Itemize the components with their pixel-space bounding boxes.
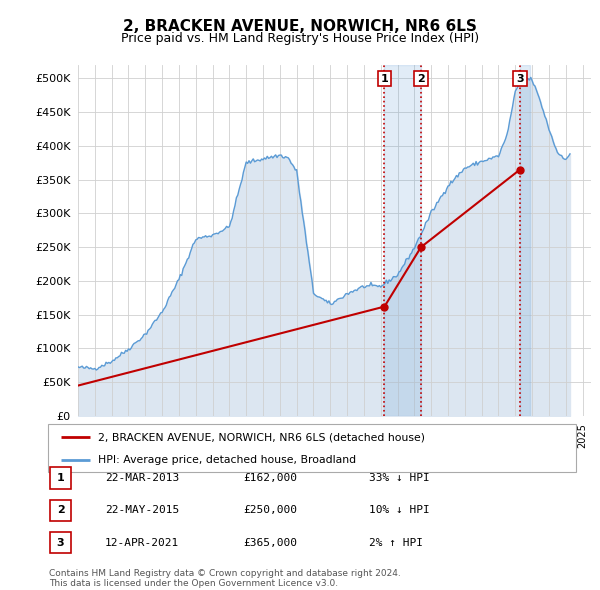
Text: 22-MAY-2015: 22-MAY-2015 (105, 506, 179, 515)
Text: 12-APR-2021: 12-APR-2021 (105, 538, 179, 548)
FancyBboxPatch shape (48, 424, 576, 472)
FancyBboxPatch shape (50, 532, 71, 553)
Text: 2: 2 (57, 506, 64, 515)
Text: HPI: Average price, detached house, Broadland: HPI: Average price, detached house, Broa… (98, 455, 356, 465)
Text: 2% ↑ HPI: 2% ↑ HPI (369, 538, 423, 548)
Text: Contains HM Land Registry data © Crown copyright and database right 2024.
This d: Contains HM Land Registry data © Crown c… (49, 569, 401, 588)
Text: 3: 3 (516, 74, 524, 84)
Text: £365,000: £365,000 (243, 538, 297, 548)
Text: 2, BRACKEN AVENUE, NORWICH, NR6 6LS: 2, BRACKEN AVENUE, NORWICH, NR6 6LS (123, 19, 477, 34)
Text: 2: 2 (417, 74, 425, 84)
Text: £162,000: £162,000 (243, 473, 297, 483)
Text: 33% ↓ HPI: 33% ↓ HPI (369, 473, 430, 483)
Text: 1: 1 (380, 74, 388, 84)
FancyBboxPatch shape (50, 467, 71, 489)
Text: 3: 3 (57, 538, 64, 548)
Text: £250,000: £250,000 (243, 506, 297, 515)
Text: 2, BRACKEN AVENUE, NORWICH, NR6 6LS (detached house): 2, BRACKEN AVENUE, NORWICH, NR6 6LS (det… (98, 432, 425, 442)
FancyBboxPatch shape (50, 500, 71, 521)
Bar (520, 65, 530, 416)
Text: 10% ↓ HPI: 10% ↓ HPI (369, 506, 430, 515)
Bar (385, 65, 421, 416)
Text: Price paid vs. HM Land Registry's House Price Index (HPI): Price paid vs. HM Land Registry's House … (121, 32, 479, 45)
Text: 22-MAR-2013: 22-MAR-2013 (105, 473, 179, 483)
Text: 1: 1 (57, 473, 64, 483)
